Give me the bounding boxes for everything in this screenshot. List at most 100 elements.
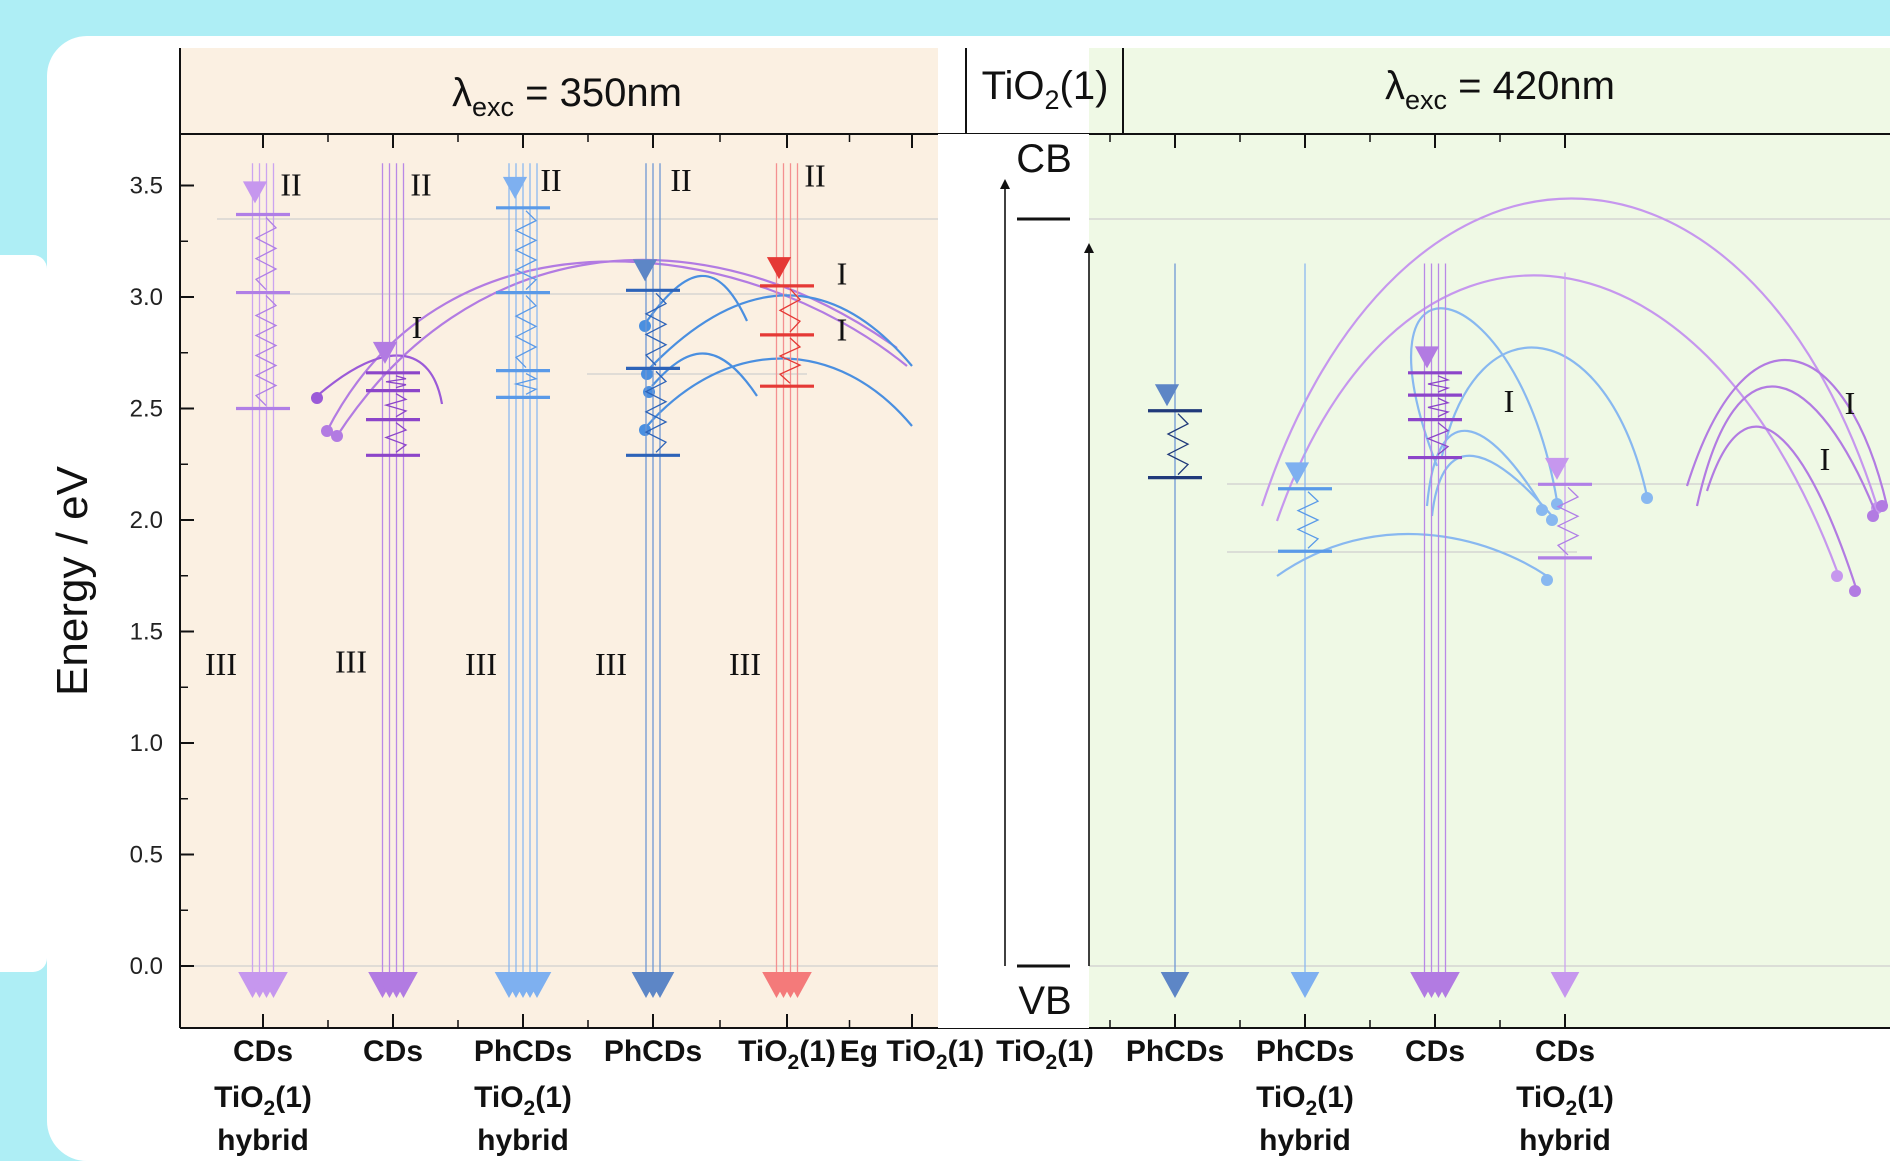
transfer-curve bbox=[1260, 197, 1879, 507]
relaxation-zigzag bbox=[644, 370, 668, 453]
transfer-arrowhead bbox=[331, 430, 343, 442]
transfer-arrowhead bbox=[641, 368, 653, 380]
process-label-ii: II bbox=[410, 167, 431, 203]
transfer-curve bbox=[646, 294, 913, 372]
category-sublabel: TiO2(1) bbox=[214, 1081, 312, 1120]
y-tick-label: 0.0 bbox=[130, 953, 163, 980]
cb-label: CB bbox=[1016, 137, 1072, 181]
side-tab bbox=[0, 255, 47, 972]
transfer-arrowhead bbox=[1541, 574, 1553, 586]
decay-arrowhead bbox=[389, 972, 418, 998]
vb-label: VB bbox=[1018, 979, 1071, 1023]
y-tick-label: 0.5 bbox=[130, 842, 163, 869]
category-label: PhCDs bbox=[604, 1035, 702, 1068]
relaxation-zigzag bbox=[1166, 413, 1190, 476]
decay-arrowhead bbox=[259, 972, 288, 998]
excitation-arrowhead bbox=[242, 181, 268, 204]
relaxation-zigzag bbox=[1427, 397, 1450, 418]
excitation-arrowhead bbox=[1154, 384, 1180, 407]
category-label: CDs bbox=[1405, 1035, 1465, 1068]
middle-panel-title: TiO2(1) bbox=[982, 64, 1109, 115]
transfer-arrowhead bbox=[1831, 570, 1843, 582]
process-label-i: I bbox=[412, 309, 423, 345]
transfer-curve bbox=[1430, 454, 1553, 517]
process-label-iii: III bbox=[465, 646, 497, 682]
relaxation-zigzag bbox=[254, 217, 278, 290]
excitation-arrowhead bbox=[502, 176, 528, 199]
relaxation-zigzag bbox=[254, 295, 278, 406]
y-tick-label: 1.0 bbox=[130, 730, 163, 757]
transfer-curve bbox=[1705, 425, 1859, 592]
category-sublabel: TiO2(1) bbox=[1516, 1081, 1614, 1120]
transfer-curve bbox=[646, 274, 748, 322]
excitation-arrowhead bbox=[766, 257, 792, 280]
y-tick-label: 1.5 bbox=[130, 619, 163, 646]
excitation-arrowhead bbox=[632, 259, 658, 282]
relaxation-zigzag bbox=[1427, 375, 1451, 393]
category-label: TiO2(1) bbox=[738, 1035, 836, 1074]
transfer-arrowhead bbox=[1546, 514, 1558, 526]
y-tick-label: 2.0 bbox=[130, 507, 163, 534]
process-label-ii: II bbox=[804, 158, 825, 194]
excitation-arrowhead bbox=[1284, 462, 1310, 485]
transfer-arrowhead bbox=[321, 425, 333, 437]
process-label-iii: III bbox=[595, 646, 627, 682]
category-label: CDs bbox=[1535, 1035, 1595, 1068]
category-sublabel: TiO2(1) bbox=[474, 1081, 572, 1120]
decay-arrowhead bbox=[1550, 972, 1580, 998]
relaxation-zigzag bbox=[1426, 422, 1450, 456]
transfer-arrowhead bbox=[639, 320, 651, 332]
transfer-curve bbox=[651, 352, 758, 397]
process-label-iii: III bbox=[335, 644, 367, 680]
category-sublabel: hybrid bbox=[1519, 1124, 1611, 1157]
transfer-arrowhead bbox=[1867, 510, 1879, 522]
transfer-arrowhead bbox=[311, 392, 323, 404]
decay-arrowhead bbox=[1160, 972, 1190, 998]
transfer-curve bbox=[1276, 532, 1548, 577]
process-label-ii: II bbox=[670, 162, 691, 198]
category-label: CDs bbox=[233, 1035, 293, 1068]
excitation-arrowhead bbox=[372, 341, 398, 364]
left-panel-bg bbox=[180, 48, 938, 1028]
decay-arrowhead bbox=[645, 972, 675, 998]
figure-card: λexc = 350nm TiO2(1) λexc = 420nm 0.0 0.5… bbox=[47, 36, 1890, 1161]
category-label: PhCDs bbox=[1256, 1035, 1354, 1068]
relaxation-zigzag bbox=[644, 292, 668, 366]
decay-arrowhead bbox=[1290, 972, 1320, 998]
y-axis-ticks: 0.0 0.5 1.0 1.5 2.0 2.5 3.0 3.5 bbox=[130, 173, 194, 980]
process-label-ii: II bbox=[280, 167, 301, 203]
category-label: Eg TiO2(1) bbox=[840, 1035, 984, 1074]
excitation-arrowhead bbox=[1414, 346, 1440, 369]
category-label: PhCDs bbox=[474, 1035, 572, 1068]
process-label-i: I bbox=[837, 256, 848, 292]
category-label: CDs bbox=[363, 1035, 423, 1068]
category-sublabel: hybrid bbox=[217, 1124, 309, 1157]
y-tick-label: 3.0 bbox=[130, 284, 163, 311]
bandgap-column: CB VB bbox=[938, 134, 1094, 1028]
relaxation-zigzag bbox=[1556, 486, 1580, 556]
transfer-curve bbox=[316, 354, 444, 405]
transfer-curve bbox=[1410, 307, 1559, 502]
category-sublabel: hybrid bbox=[477, 1124, 569, 1157]
transfer-arrowhead bbox=[1641, 492, 1653, 504]
decay-arrowhead bbox=[1431, 972, 1460, 998]
relaxation-zigzag bbox=[778, 337, 802, 384]
process-label-ii: II bbox=[540, 162, 561, 198]
relaxation-zigzag bbox=[513, 373, 538, 395]
transfer-curve bbox=[646, 357, 913, 427]
x-axis-categories: CDs TiO2(1) hybrid CDs PhCDs TiO2(1) hybrid PhC… bbox=[214, 1035, 1614, 1157]
process-label-i: I bbox=[1845, 385, 1856, 421]
panel-header: λexc = 350nm TiO2(1) λexc = 420nm bbox=[179, 48, 1890, 135]
process-label-iii: III bbox=[205, 646, 237, 682]
relaxation-zigzag bbox=[383, 393, 408, 418]
transfer-arrowhead bbox=[1849, 585, 1861, 597]
relaxation-zigzag bbox=[778, 288, 802, 333]
category-label: TiO2(1) bbox=[996, 1035, 1094, 1074]
transfer-curve bbox=[1440, 346, 1649, 497]
transfer-arrowhead bbox=[1876, 500, 1888, 512]
y-tick-label: 3.5 bbox=[130, 173, 163, 200]
relaxation-zigzag bbox=[385, 375, 407, 389]
process-label-i: I bbox=[1504, 383, 1515, 419]
excitation-arrowhead bbox=[1544, 457, 1570, 480]
transfer-curve bbox=[1695, 385, 1879, 517]
